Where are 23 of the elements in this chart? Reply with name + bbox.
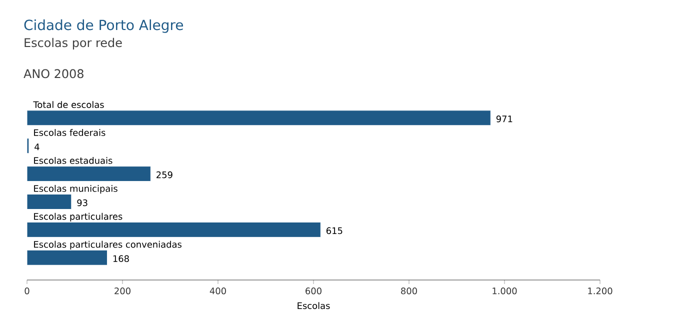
y-tick-label: Escolas particulares conveniadas <box>34 240 182 250</box>
x-axis-title: Escolas <box>298 302 330 310</box>
x-tick-label: 400 <box>210 288 226 294</box>
x-tick-label: 0 <box>24 288 30 294</box>
y-tick-label: Total de escolas <box>33 101 104 108</box>
chart-subtitle: Escolas por rede <box>24 38 122 50</box>
text: ANO 2008 <box>24 69 84 78</box>
y-tick-label: Escolas particulares <box>34 212 122 222</box>
data-label: 4 <box>34 144 40 150</box>
y-tick-label: Escolas estaduais <box>34 156 112 164</box>
x-tick-label: 200 <box>114 288 130 294</box>
data-label: 168 <box>113 255 129 262</box>
chart-title: Cidade de Porto Alegre <box>24 19 184 33</box>
x-tick-label: 1.200 <box>588 288 612 294</box>
data-label: 615 <box>326 227 342 234</box>
data-label: 259 <box>156 171 172 178</box>
data-label: 93 <box>77 199 88 206</box>
x-tick-label: 800 <box>401 288 417 294</box>
data-label: 971 <box>496 116 512 122</box>
y-tick-label: Escolas municipais <box>34 184 118 194</box>
y-tick-label: Escolas federais <box>34 129 106 136</box>
x-tick-label: 600 <box>306 288 322 294</box>
x-tick-label: 1.000 <box>492 288 517 294</box>
